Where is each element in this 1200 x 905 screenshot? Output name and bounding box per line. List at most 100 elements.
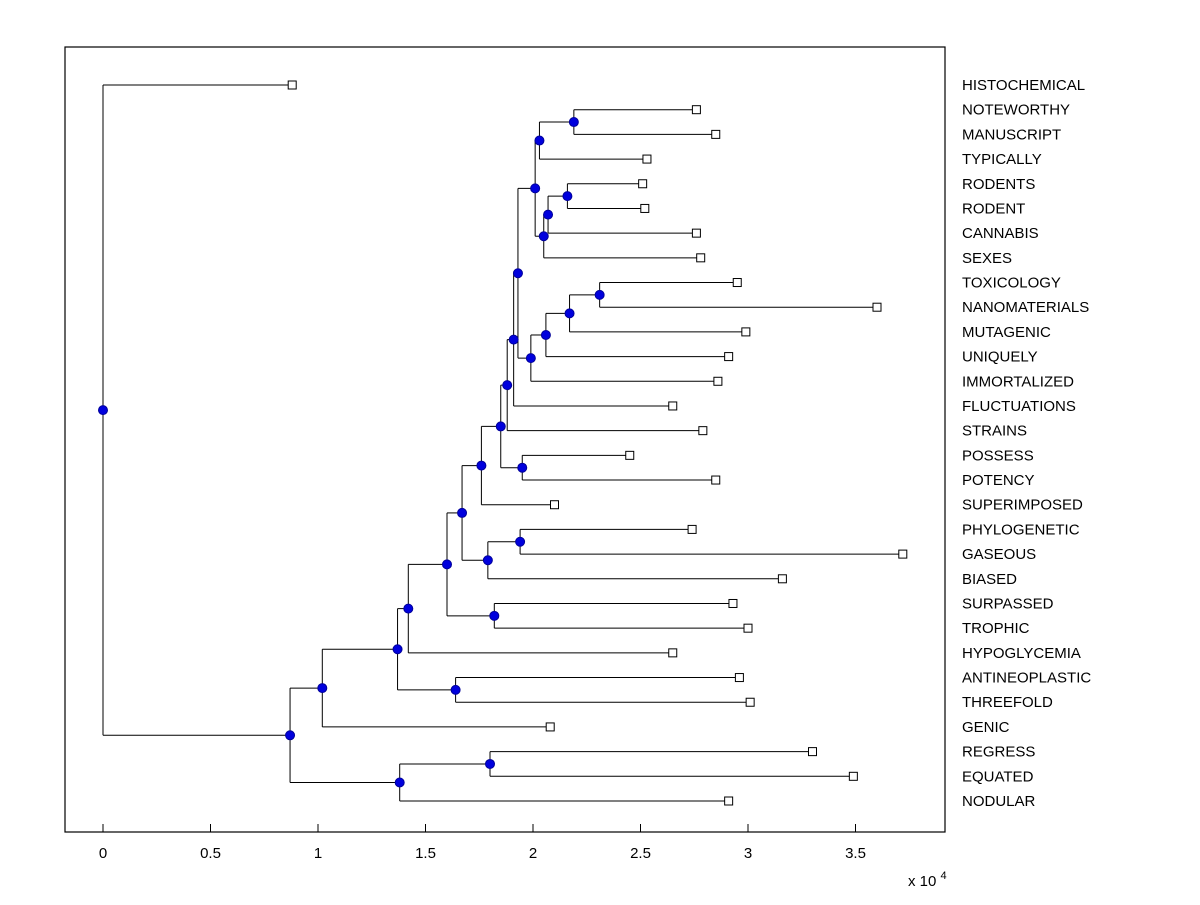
leaf-label: NODULAR [962, 793, 1036, 810]
x-tick-label: 1 [314, 845, 322, 862]
internal-node-marker[interactable] [489, 610, 500, 621]
leaf-marker[interactable] [728, 598, 738, 608]
internal-node-marker[interactable] [562, 191, 573, 202]
leaf-marker[interactable] [698, 426, 708, 436]
leaf-marker[interactable] [668, 401, 678, 411]
internal-node-marker[interactable] [485, 758, 495, 769]
leaf-marker[interactable] [691, 228, 701, 238]
leaf-label: POTENCY [962, 472, 1035, 489]
internal-node-marker[interactable] [317, 683, 328, 694]
internal-node-marker[interactable] [476, 460, 487, 471]
internal-node-marker[interactable] [98, 405, 108, 416]
leaf-label: GASEOUS [962, 546, 1036, 563]
leaf-marker[interactable] [668, 648, 678, 658]
leaf-marker[interactable] [898, 549, 908, 559]
x-tick-label: 2 [529, 845, 537, 862]
leaf-label: SEXES [962, 250, 1012, 267]
leaf-marker[interactable] [745, 697, 755, 707]
leaf-marker[interactable] [640, 203, 650, 213]
leaf-label: NANOMATERIALS [962, 299, 1089, 316]
internal-node-marker[interactable] [594, 289, 605, 300]
leaf-label: THREEFOLD [962, 694, 1053, 711]
leaf-label: STRAINS [962, 423, 1027, 440]
x-tick-label: 1.5 [415, 845, 436, 862]
leaf-marker[interactable] [687, 524, 697, 534]
internal-node-marker[interactable] [543, 209, 554, 220]
leaf-label: NOTEWORTHY [962, 102, 1070, 119]
internal-node-marker[interactable] [540, 329, 551, 340]
leaf-marker[interactable] [734, 673, 744, 683]
internal-node-marker[interactable] [502, 380, 513, 391]
leaf-label: GENIC [962, 719, 1010, 736]
leaf-label: PHYLOGENETIC [962, 521, 1080, 538]
internal-node-marker[interactable] [512, 268, 523, 279]
leaf-marker[interactable] [713, 376, 723, 386]
leaf-marker[interactable] [625, 450, 635, 460]
internal-node-marker[interactable] [403, 603, 414, 614]
leaf-label: HISTOCHEMICAL [962, 77, 1085, 94]
x-tick-label: 0.5 [200, 845, 221, 862]
internal-node-marker[interactable] [495, 421, 506, 432]
leaf-marker[interactable] [550, 500, 559, 510]
internal-node-marker[interactable] [530, 183, 541, 194]
internal-node-marker[interactable] [568, 117, 579, 128]
leaf-marker[interactable] [642, 154, 652, 164]
leaf-marker[interactable] [808, 747, 817, 757]
leaf-label: BIASED [962, 571, 1017, 588]
internal-node-marker[interactable] [285, 730, 296, 741]
leaf-label: SURPASSED [962, 595, 1054, 612]
leaf-marker[interactable] [691, 105, 701, 115]
internal-node-marker[interactable] [534, 135, 545, 146]
leaf-label: UNIQUELY [962, 349, 1038, 366]
leaf-marker[interactable] [287, 80, 297, 90]
leaf-label: HYPOGLYCEMIA [962, 645, 1081, 662]
leaf-label: POSSESS [962, 447, 1034, 464]
internal-node-marker[interactable] [482, 555, 493, 566]
leaf-label: SUPERIMPOSED [962, 497, 1083, 514]
x-tick-label: 0 [99, 845, 107, 862]
leaf-marker[interactable] [724, 796, 734, 806]
x-tick-label: 2.5 [630, 845, 651, 862]
leaf-marker[interactable] [732, 278, 742, 288]
plot-box [64, 46, 946, 833]
internal-node-marker[interactable] [442, 559, 452, 570]
internal-node-marker[interactable] [564, 308, 575, 319]
leaf-marker[interactable] [741, 327, 751, 337]
internal-node-marker[interactable] [394, 777, 405, 788]
leaf-label: CANNABIS [962, 225, 1039, 242]
internal-node-marker[interactable] [450, 684, 461, 695]
leaf-marker[interactable] [711, 475, 721, 485]
leaf-marker[interactable] [872, 302, 882, 312]
leaf-marker[interactable] [638, 179, 648, 189]
leaf-label: IMMORTALIZED [962, 373, 1074, 390]
internal-node-marker[interactable] [525, 353, 536, 364]
internal-node-marker[interactable] [538, 231, 549, 242]
leaf-marker[interactable] [545, 722, 555, 732]
leaf-marker[interactable] [696, 253, 706, 263]
leaf-label: FLUCTUATIONS [962, 398, 1076, 415]
leaf-marker[interactable] [724, 352, 734, 362]
x-tick-label: 3.5 [845, 845, 866, 862]
internal-node-marker[interactable] [392, 644, 403, 655]
leaf-marker[interactable] [777, 574, 787, 584]
leaf-marker[interactable] [848, 771, 858, 781]
leaf-label: RODENT [962, 200, 1025, 217]
internal-node-marker[interactable] [515, 536, 526, 547]
leaf-label: EQUATED [962, 768, 1034, 785]
leaf-label: REGRESS [962, 744, 1035, 761]
internal-node-marker[interactable] [457, 507, 468, 518]
x-tick-label: 3 [744, 845, 752, 862]
leaf-label: TROPHIC [962, 620, 1030, 637]
leaf-label: RODENTS [962, 176, 1035, 193]
leaf-marker[interactable] [743, 623, 753, 633]
leaf-label: MANUSCRIPT [962, 126, 1061, 143]
leaf-label: MUTAGENIC [962, 324, 1051, 341]
internal-node-marker[interactable] [508, 334, 519, 345]
leaf-marker[interactable] [711, 129, 721, 139]
internal-node-marker[interactable] [517, 462, 528, 473]
leaf-label: TOXICOLOGY [962, 275, 1061, 292]
leaf-label: ANTINEOPLASTIC [962, 670, 1091, 687]
x-axis-multiplier-label: x 10 4 [908, 870, 947, 890]
